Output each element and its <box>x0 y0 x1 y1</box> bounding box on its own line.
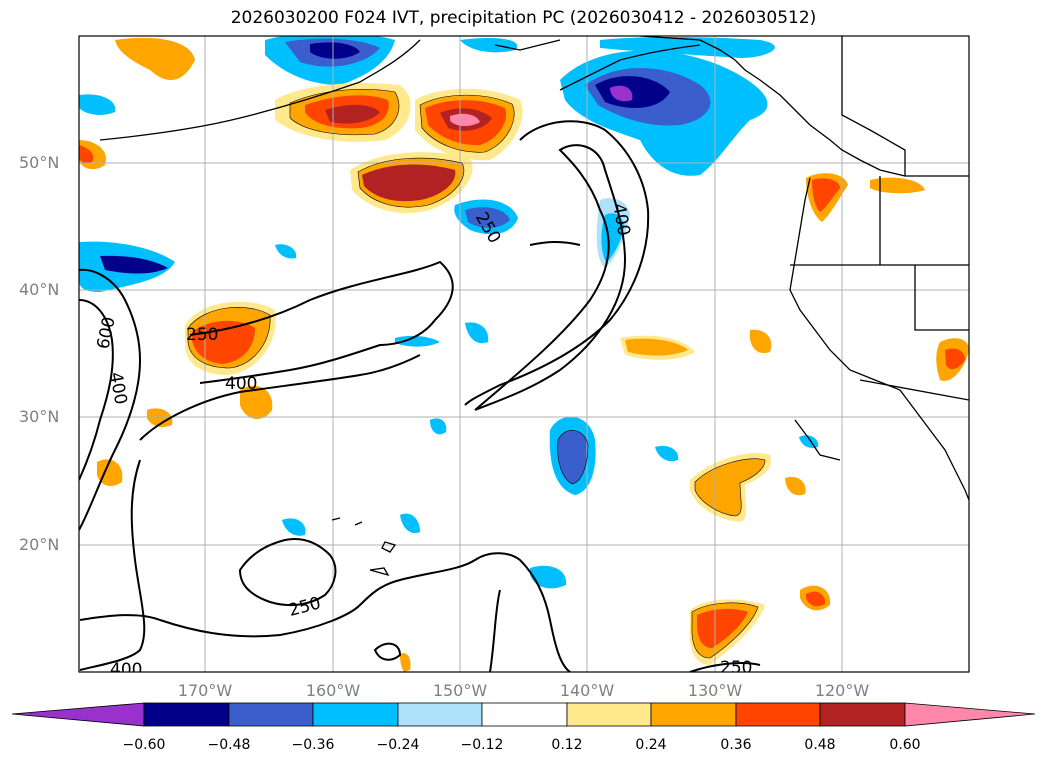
map-frame <box>78 35 970 673</box>
lon-label: 140°W <box>559 681 615 700</box>
colorbar-tick: 0.36 <box>720 737 752 753</box>
ivt-contours <box>79 120 761 672</box>
colorbar-extend-low <box>11 702 145 727</box>
lat-label: 30°N <box>19 407 60 426</box>
lon-label: 120°W <box>814 681 870 700</box>
colorbar-tick: 0.48 <box>804 737 836 753</box>
lon-label: 130°W <box>687 681 743 700</box>
lon-label: 160°W <box>305 681 361 700</box>
colorbar-tick: −0.36 <box>291 737 335 753</box>
colorbar-tick: 0.60 <box>889 737 921 753</box>
contour-label: 400 <box>225 374 257 394</box>
contour-label: 250 <box>186 325 218 345</box>
coastlines <box>99 36 969 577</box>
colorbar <box>11 702 1036 727</box>
map-title: 2026030200 F024 IVT, precipitation PC (2… <box>230 8 817 28</box>
neg-anomaly-gulf-core <box>595 76 670 108</box>
lat-label: 40°N <box>19 280 60 299</box>
colorbar-extend-high <box>904 702 1036 727</box>
lon-label: 150°W <box>432 681 488 700</box>
contour-label: 250 <box>720 658 752 678</box>
neg-anomaly-bering-core <box>310 42 360 59</box>
contour-label: 400 <box>110 660 142 680</box>
precip-shading <box>79 36 969 672</box>
colorbar-tick: −0.60 <box>122 737 166 753</box>
colorbar-tick: 0.12 <box>551 737 583 753</box>
colorbar-tick: 0.24 <box>635 737 667 753</box>
lon-label: 170°W <box>177 681 233 700</box>
colorbar-tick: −0.12 <box>460 737 504 753</box>
colorbar-tick: −0.24 <box>376 737 420 753</box>
neg-anomaly-gulf-peak <box>610 85 633 102</box>
lat-label: 50°N <box>19 153 60 172</box>
colorbar-tick: −0.48 <box>207 737 251 753</box>
lat-label: 20°N <box>19 535 60 554</box>
